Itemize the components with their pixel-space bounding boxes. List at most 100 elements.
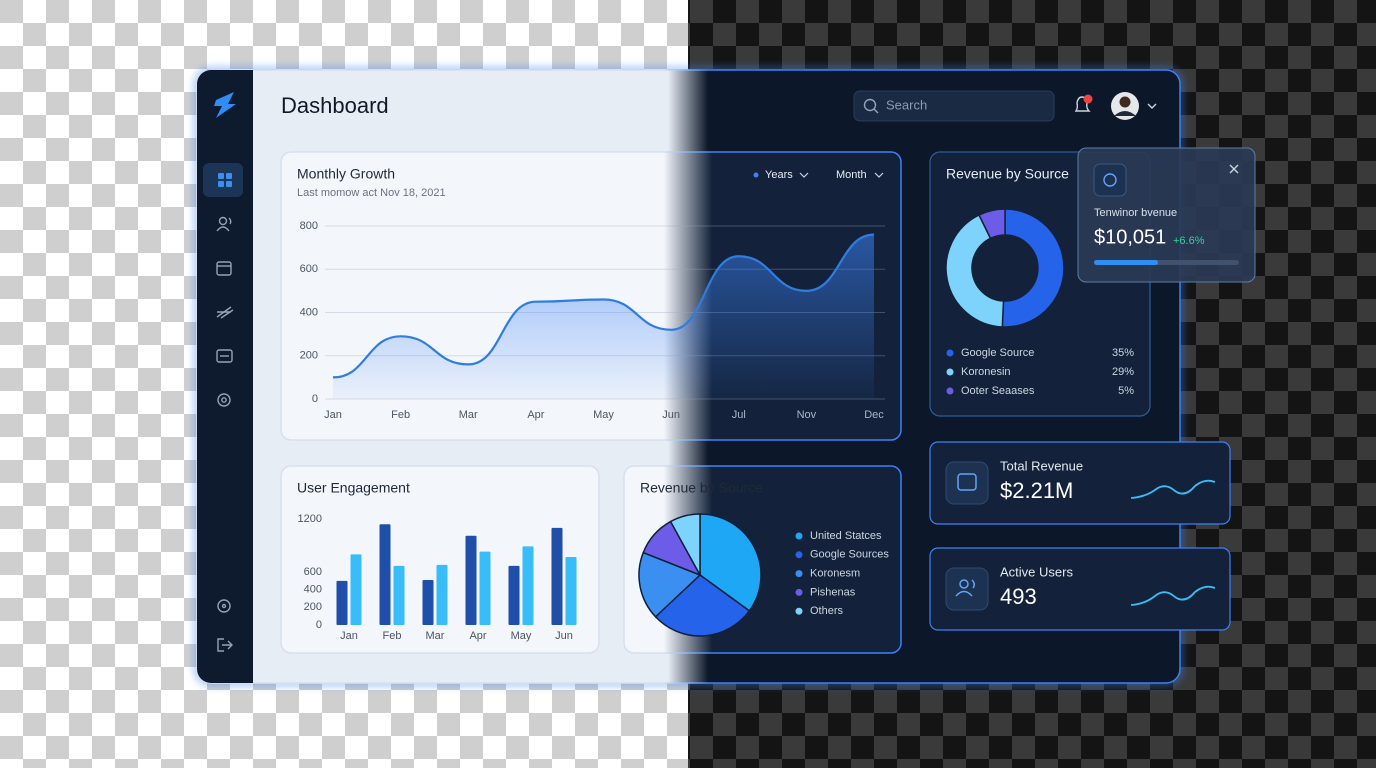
legend-value: 35% xyxy=(1112,347,1134,359)
pie-slice xyxy=(638,551,702,618)
bar xyxy=(465,535,477,625)
search-box[interactable] xyxy=(853,90,1055,122)
legend-label: Pishenas xyxy=(810,586,856,598)
bar xyxy=(350,554,362,625)
card-title: Revenue by Source xyxy=(640,480,763,496)
legend-value: 29% xyxy=(1112,366,1134,378)
legend-swatch xyxy=(795,551,803,559)
popup-icon xyxy=(1103,173,1117,187)
card-title: Revenue by Source xyxy=(946,166,1069,182)
bar xyxy=(551,527,563,625)
stat-icon xyxy=(955,579,976,597)
y-tick-label: 200 xyxy=(300,350,318,362)
nav-calendar-icon[interactable] xyxy=(216,261,232,276)
avatar-chevron[interactable] xyxy=(1147,103,1157,109)
y-tick-label: 200 xyxy=(304,601,322,613)
stat-value: $2.21M xyxy=(1000,478,1073,503)
y-tick-label: 800 xyxy=(300,220,318,232)
legend-swatch xyxy=(946,368,954,376)
bar xyxy=(379,524,391,625)
y-tick-label: 600 xyxy=(304,566,322,578)
x-tick-label: Jan xyxy=(340,630,358,642)
y-tick-label: 0 xyxy=(312,393,318,405)
popup-value: $10,051 xyxy=(1094,226,1166,248)
sparkline xyxy=(1130,585,1216,606)
y-tick-label: 400 xyxy=(304,584,322,596)
filter-chevron xyxy=(799,172,809,178)
legend-label: Google Source xyxy=(961,347,1034,359)
bar xyxy=(522,546,534,625)
popup-change: +6.6% xyxy=(1173,235,1205,247)
x-tick-label: Feb xyxy=(391,409,410,421)
x-tick-label: Dec xyxy=(864,409,884,421)
search-icon xyxy=(863,98,879,114)
sparkline xyxy=(1130,479,1216,499)
stat-icon-box xyxy=(945,461,989,505)
bar xyxy=(508,565,520,625)
nav-users-icon[interactable] xyxy=(216,216,232,232)
legend-label: Google Sources xyxy=(810,549,889,561)
legend-swatch xyxy=(946,387,954,395)
sidebar-icons xyxy=(203,92,243,652)
avatar[interactable] xyxy=(1111,92,1139,120)
legend-label: Koronesin xyxy=(961,366,1011,378)
legend-label: United Statces xyxy=(810,530,882,542)
legend-value: 5% xyxy=(1118,385,1134,397)
popup-label: Tenwinor bvenue xyxy=(1094,207,1177,219)
y-tick-label: 0 xyxy=(316,619,322,631)
y-tick-label: 1200 xyxy=(298,513,322,525)
x-tick-label: Jun xyxy=(662,409,680,421)
bar xyxy=(479,551,491,625)
legend-swatch xyxy=(795,570,803,578)
card-title: User Engagement xyxy=(297,480,410,496)
stat-icon-box xyxy=(945,567,989,611)
card-subtitle: Last momow act Nov 18, 2021 xyxy=(297,187,446,199)
filter-option: Month xyxy=(836,169,867,181)
x-tick-label: Jun xyxy=(555,630,573,642)
stat-label: Active Users xyxy=(1000,564,1073,579)
line-series xyxy=(332,233,875,379)
x-tick-label: Nov xyxy=(797,409,817,421)
nav-dashboard-icon[interactable] xyxy=(218,173,232,187)
y-tick-label: 400 xyxy=(300,306,318,318)
pie-slice xyxy=(654,574,751,637)
page-title: Dashboard xyxy=(281,93,389,118)
x-tick-label: May xyxy=(511,630,532,642)
bar xyxy=(565,556,577,625)
bar xyxy=(436,564,448,625)
legend-swatch xyxy=(795,607,803,615)
nav-logout-icon[interactable] xyxy=(217,638,233,652)
search-placeholder: Search xyxy=(886,97,927,112)
x-tick-label: May xyxy=(593,409,614,421)
filter-dot xyxy=(753,172,759,178)
x-tick-label: Jan xyxy=(324,409,342,421)
popup-progress-fill xyxy=(1094,260,1158,265)
popup-icon-box xyxy=(1093,163,1127,197)
filter-option: Years xyxy=(765,169,793,181)
legend-swatch xyxy=(795,532,803,540)
x-tick-label: Mar xyxy=(459,409,478,421)
nav-settings-icon[interactable] xyxy=(217,393,231,407)
area-fill xyxy=(333,234,874,399)
legend-label: Others xyxy=(810,605,844,617)
x-tick-label: Feb xyxy=(383,630,402,642)
donut-segment xyxy=(978,208,1006,240)
sidebar xyxy=(197,70,253,683)
card-title: Monthly Growth xyxy=(297,166,395,182)
bar xyxy=(422,579,434,625)
pie-slice xyxy=(669,513,701,576)
nav-help-icon[interactable] xyxy=(217,599,231,613)
nav-active-bg[interactable] xyxy=(203,163,243,197)
nav-cards-icon[interactable] xyxy=(216,349,233,363)
notification-bell[interactable] xyxy=(1074,94,1093,112)
x-tick-label: Apr xyxy=(527,409,544,421)
stat-icon xyxy=(957,473,977,491)
y-tick-label: 600 xyxy=(300,263,318,275)
legend-label: Ooter Seaases xyxy=(961,385,1035,397)
legend-swatch xyxy=(946,349,954,357)
popup-close[interactable] xyxy=(1229,164,1239,174)
nav-reports-icon[interactable] xyxy=(216,306,234,319)
pie-slice xyxy=(699,513,762,612)
